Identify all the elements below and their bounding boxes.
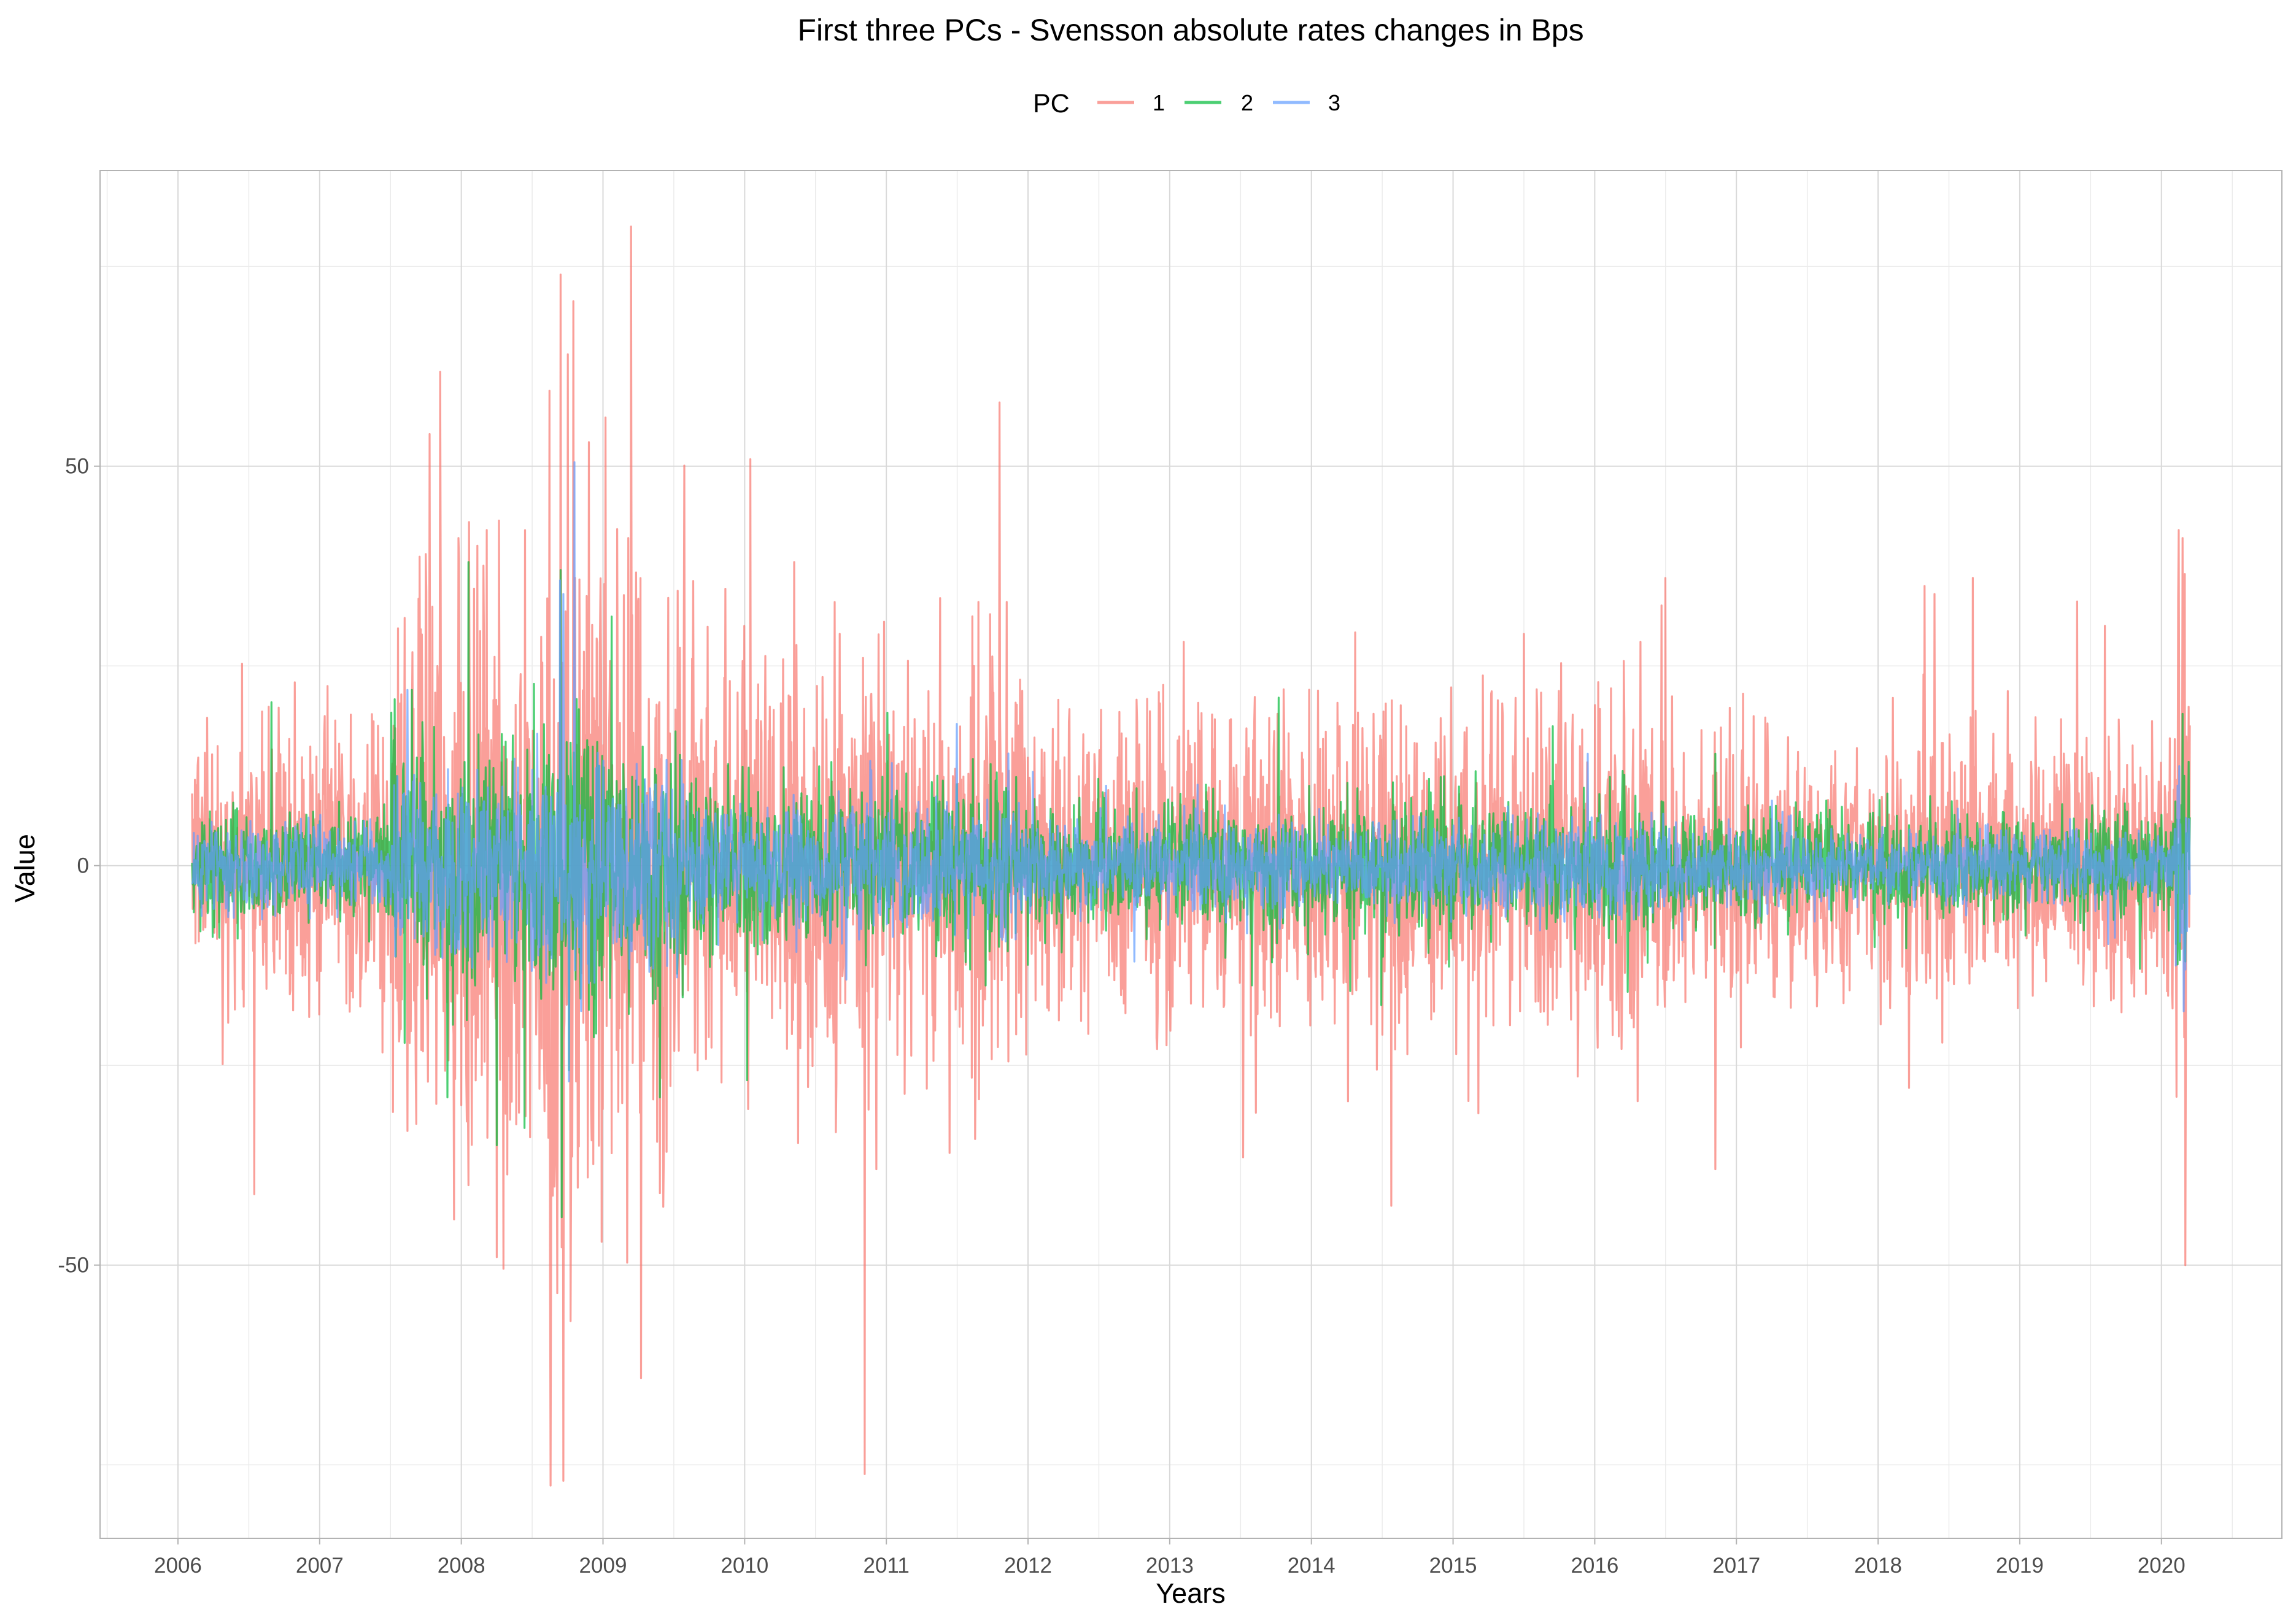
legend-label-pc-1: 1 <box>1153 90 1165 115</box>
plot-panel-border <box>99 170 2282 1539</box>
x-tick-label: 2015 <box>1429 1554 1477 1578</box>
x-tick-label: 2019 <box>1996 1554 2044 1578</box>
series-line-pc-1 <box>191 225 2191 1487</box>
y-tick-label: -50 <box>58 1254 89 1278</box>
x-tick-label: 2013 <box>1146 1554 1194 1578</box>
y-tick-label: 50 <box>65 455 89 479</box>
chart-title: First three PCs - Svensson absolute rate… <box>797 13 1583 47</box>
legend-label-pc-3: 3 <box>1328 90 1340 115</box>
y-axis-title: Value <box>9 834 41 903</box>
x-tick-label: 2016 <box>1571 1554 1618 1578</box>
x-tick-label: 2008 <box>438 1554 485 1578</box>
y-tick-label: 0 <box>77 854 89 878</box>
x-tick-label: 2014 <box>1288 1554 1335 1578</box>
series-layer <box>191 225 2191 1487</box>
x-tick-label: 2018 <box>1854 1554 1902 1578</box>
x-axis-title: Years <box>1156 1578 1225 1609</box>
legend-title: PC <box>1033 89 1070 118</box>
x-tick-label: 2007 <box>296 1554 344 1578</box>
legend: PC 1 2 3 <box>1033 89 1340 118</box>
x-tick-label: 2006 <box>154 1554 202 1578</box>
x-tick-label: 2010 <box>721 1554 768 1578</box>
x-tick-label: 2012 <box>1004 1554 1052 1578</box>
legend-label-pc-2: 2 <box>1241 90 1253 115</box>
x-tick-label: 2009 <box>579 1554 627 1578</box>
x-tick-label: 2020 <box>2138 1554 2186 1578</box>
x-tick-label: 2017 <box>1712 1554 1760 1578</box>
series-line-pc-3 <box>191 461 2191 1082</box>
x-tick-label: 2011 <box>864 1554 910 1578</box>
y-axis: -50 0 50 <box>58 455 100 1278</box>
x-axis: 2006 2007 2008 2009 2010 2011 2012 2013 2014 2015… <box>154 1538 2186 1578</box>
